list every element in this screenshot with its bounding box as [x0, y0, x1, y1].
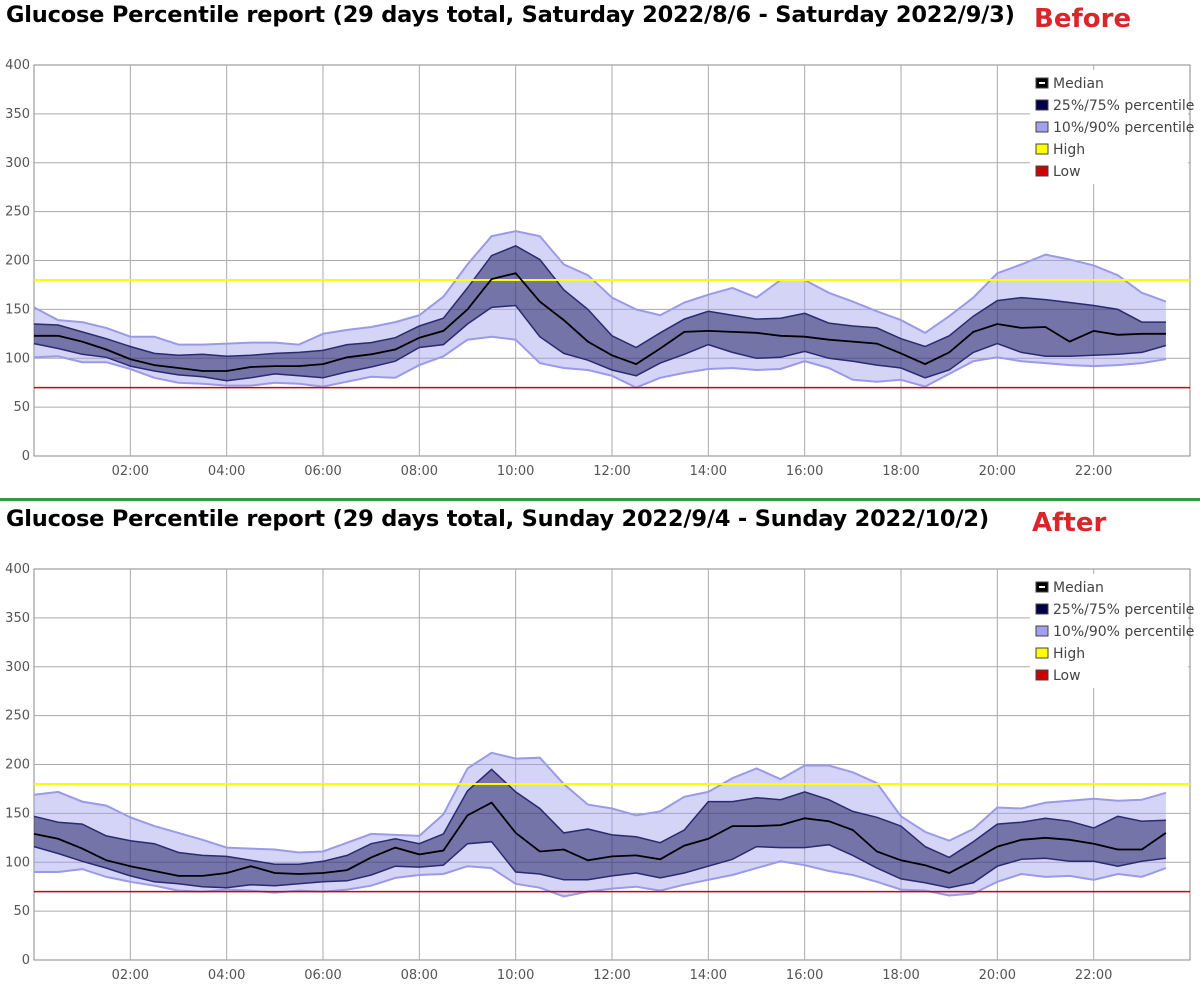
x-tick-label: 08:00 [401, 968, 438, 983]
y-tick-label: 0 [22, 449, 30, 464]
legend-label: Median [1053, 580, 1104, 596]
line-25 [33, 840, 1166, 889]
band-10-90 [34, 231, 1166, 388]
x-tick-label: 04:00 [208, 968, 245, 983]
x-tick-label: 22:00 [1075, 464, 1112, 479]
x-tick-label: 16:00 [786, 464, 823, 479]
legend-swatch-mark [1039, 586, 1045, 588]
y-tick-label: 350 [5, 611, 30, 626]
y-tick-label: 400 [5, 58, 30, 73]
x-tick-label: 12:00 [593, 464, 630, 479]
legend-swatch [1035, 121, 1049, 133]
line-90 [33, 751, 1167, 854]
x-tick-label: 16:00 [786, 968, 823, 983]
x-tick-label: 06:00 [304, 968, 341, 983]
x-tick-label: 04:00 [208, 464, 245, 479]
legend-label: High [1053, 142, 1085, 158]
median-line [34, 272, 1166, 372]
line-10 [33, 335, 1167, 389]
legend-label: Low [1053, 164, 1081, 180]
x-tick-label: 14:00 [690, 968, 727, 983]
y-tick-label: 100 [5, 351, 30, 366]
x-tick-label: 20:00 [979, 464, 1016, 479]
before-panel: Glucose Percentile report (29 days total… [5, 2, 1194, 479]
panel-divider [0, 498, 1200, 501]
y-tick-label: 300 [5, 660, 30, 675]
x-tick-label: 12:00 [593, 968, 630, 983]
y-tick-label: 200 [5, 254, 30, 269]
before-chart: 0 50 100 150 200 250 300 350 400 02:00 04:00 06:00 0… [5, 58, 1194, 479]
x-tick-label: 18:00 [882, 968, 919, 983]
y-tick-label: 400 [5, 562, 30, 577]
x-tick-label: 08:00 [401, 464, 438, 479]
x-tick-label: 22:00 [1075, 968, 1112, 983]
chart-title: Glucose Percentile report (29 days total… [6, 2, 1015, 28]
legend-label: 25%/75% percentile [1053, 602, 1194, 618]
y-tick-label: 50 [13, 400, 30, 415]
line-75 [33, 768, 1166, 865]
band-10-90 [34, 752, 1166, 897]
line-25 [33, 304, 1167, 382]
x-tick-label: 18:00 [882, 464, 919, 479]
legend-swatch [1035, 143, 1049, 155]
legend-label: Low [1053, 668, 1081, 684]
legend-swatch-mark [1039, 82, 1045, 84]
x-tick-label: 10:00 [497, 464, 534, 479]
legend-swatch [1035, 669, 1049, 681]
y-tick-label: 200 [5, 758, 30, 773]
legend-swatch [1035, 99, 1049, 111]
x-tick-label: 10:00 [497, 968, 534, 983]
legend-box [1030, 70, 1188, 184]
after-chart: 0 50 100 150 200 250 300 350 400 02:00 04:00 06:00 0… [5, 562, 1194, 983]
median-line [33, 801, 1167, 877]
legend-swatch [1035, 603, 1049, 615]
y-tick-label: 100 [5, 855, 30, 870]
chart-title: Glucose Percentile report (29 days total… [6, 506, 989, 532]
y-tick-label: 50 [13, 904, 30, 919]
line-75 [33, 244, 1166, 358]
y-tick-label: 150 [5, 302, 30, 317]
x-tick-label: 02:00 [112, 464, 149, 479]
before-label: Before [1034, 4, 1132, 34]
legend-swatch [1035, 625, 1049, 637]
legend-label: 25%/75% percentile [1053, 98, 1194, 114]
legend-swatch [1035, 165, 1049, 177]
y-tick-label: 250 [5, 205, 30, 220]
x-tick-label: 02:00 [112, 968, 149, 983]
legend-label: 10%/90% percentile [1053, 624, 1194, 640]
after-panel: Glucose Percentile report (29 days total… [0, 504, 1200, 990]
y-tick-label: 250 [5, 709, 30, 724]
after-label: After [1032, 508, 1107, 538]
y-tick-label: 300 [5, 156, 30, 171]
line-90 [33, 230, 1167, 346]
y-tick-label: 350 [5, 107, 30, 122]
legend-swatch [1035, 647, 1049, 659]
legend-label: Median [1053, 76, 1104, 92]
legend-label: 10%/90% percentile [1053, 120, 1194, 136]
x-tick-label: 06:00 [304, 464, 341, 479]
x-tick-label: 14:00 [690, 464, 727, 479]
x-tick-label: 20:00 [979, 968, 1016, 983]
y-tick-label: 150 [5, 806, 30, 821]
y-tick-label: 0 [22, 953, 30, 968]
band-25-75 [34, 769, 1166, 888]
legend-box [1030, 574, 1188, 688]
legend-label: High [1053, 646, 1085, 662]
